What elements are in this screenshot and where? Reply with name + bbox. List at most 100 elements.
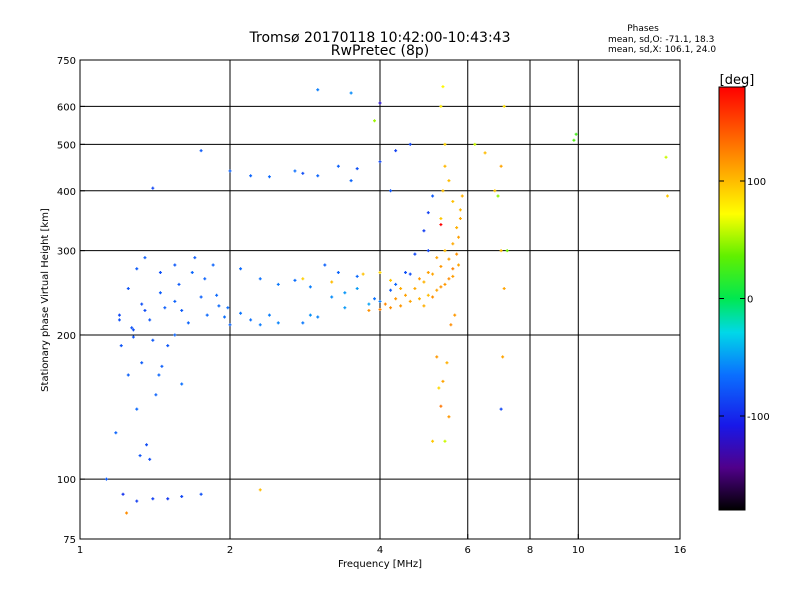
y-tick-label: 400 [57, 187, 76, 198]
data-point [457, 235, 461, 239]
data-point [437, 386, 441, 390]
data-point [439, 264, 443, 268]
x-axis-ticks: 1 2 4 6 8 10 16 [77, 534, 686, 556]
data-points [104, 85, 669, 515]
data-point [399, 304, 403, 308]
data-point [451, 199, 455, 203]
data-point [104, 477, 108, 481]
data-point [455, 252, 459, 256]
data-point [399, 287, 403, 291]
data-point [435, 256, 439, 260]
x-tick-label: 8 [527, 545, 533, 556]
data-point [158, 291, 162, 295]
data-point [413, 287, 417, 291]
data-point [203, 277, 207, 281]
data-point [439, 404, 443, 408]
data-point [367, 302, 371, 306]
y-tick-label: 75 [63, 535, 76, 546]
y-tick-label: 500 [57, 140, 76, 151]
data-point [276, 321, 280, 325]
data-point [664, 155, 668, 159]
phases-x-stats: mean, sd,X: 106.1, 24.0 [608, 45, 716, 55]
data-point [389, 189, 393, 193]
data-point [217, 304, 221, 308]
data-point [501, 355, 505, 359]
data-point [426, 293, 430, 297]
data-point [493, 189, 497, 193]
data-point [378, 299, 382, 303]
data-point [417, 297, 421, 301]
data-point [422, 280, 426, 284]
data-point [316, 315, 320, 319]
data-point [125, 511, 129, 515]
data-point [389, 288, 393, 292]
data-point [453, 313, 457, 317]
data-point [499, 407, 503, 411]
data-point [267, 175, 271, 179]
y-tick-label: 600 [57, 102, 76, 113]
data-point [117, 313, 121, 317]
y-axis-label: Stationary phase Virtual Height [km] [40, 208, 51, 392]
colorbar-label: [deg] [720, 73, 755, 88]
data-point [378, 271, 382, 275]
data-point [151, 338, 155, 342]
data-point [140, 302, 144, 306]
data-point [389, 278, 393, 282]
data-point [193, 256, 197, 260]
data-point [389, 306, 393, 310]
data-point [343, 306, 347, 310]
data-point [308, 285, 312, 289]
data-point [228, 169, 232, 173]
data-point [148, 457, 152, 461]
y-tick-label: 100 [57, 475, 76, 486]
data-point [443, 164, 447, 168]
data-point [451, 242, 455, 246]
data-point [355, 274, 359, 278]
data-point [258, 488, 262, 492]
data-point [199, 295, 203, 299]
data-point [417, 277, 421, 281]
data-point [483, 151, 487, 155]
data-point [403, 293, 407, 297]
data-point [499, 249, 503, 253]
data-point [293, 278, 297, 282]
data-point [457, 263, 461, 267]
data-point [190, 271, 194, 275]
data-point [323, 263, 327, 267]
data-point [422, 304, 426, 308]
phases-o-stats: mean, sd,O: -71.1, 18.3 [608, 35, 714, 45]
data-point [435, 288, 439, 292]
data-point [131, 335, 135, 339]
data-point [211, 263, 215, 267]
x-tick-label: 1 [77, 545, 83, 556]
data-point [140, 361, 144, 365]
data-point [502, 287, 506, 291]
data-point [143, 256, 147, 260]
data-point [177, 282, 181, 286]
data-point [378, 160, 382, 164]
data-point [349, 91, 353, 95]
data-point [426, 211, 430, 215]
data-point [349, 179, 353, 183]
data-point [301, 321, 305, 325]
data-point [435, 355, 439, 359]
data-point [215, 293, 219, 297]
gridlines [80, 60, 680, 539]
data-point [431, 295, 435, 299]
data-point [355, 287, 359, 291]
data-point [223, 315, 227, 319]
data-point [143, 308, 147, 312]
data-point [373, 119, 377, 123]
data-point [355, 167, 359, 171]
data-point [130, 326, 134, 330]
data-point [258, 323, 262, 327]
data-point [151, 497, 155, 501]
colorbar-tick-label: 100 [747, 177, 766, 188]
data-point [451, 267, 455, 271]
data-point [443, 142, 447, 146]
data-point [205, 313, 209, 317]
data-point [449, 323, 453, 327]
data-point [157, 373, 161, 377]
data-point [330, 280, 334, 284]
